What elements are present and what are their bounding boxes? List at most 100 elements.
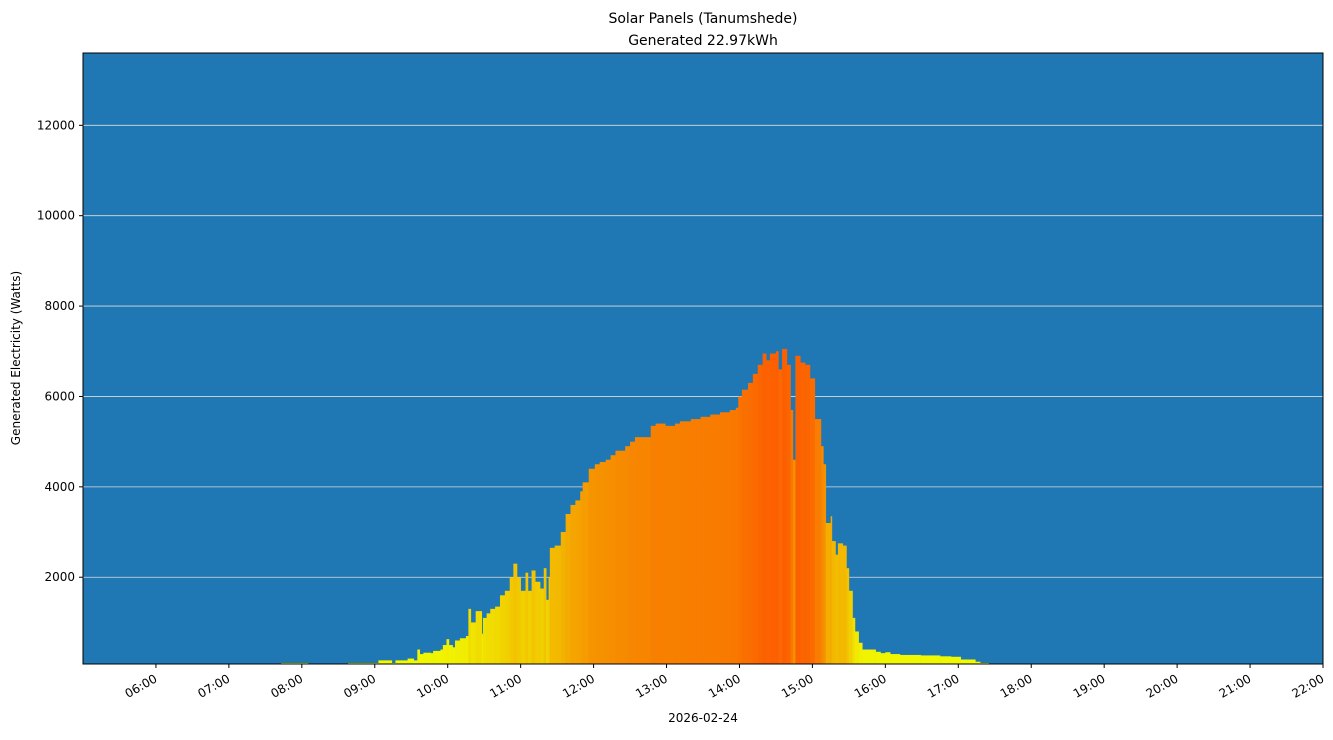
bar (517, 577, 521, 664)
bar (455, 640, 461, 664)
bar (645, 437, 652, 664)
bar (575, 500, 581, 664)
bar (846, 568, 850, 664)
bar (790, 410, 794, 664)
y-tick-label: 2000 (44, 570, 75, 584)
bar (588, 468, 596, 664)
bar (729, 410, 737, 664)
x-tick-label: 22:00 (1290, 671, 1327, 700)
x-tick-label: 07:00 (195, 671, 232, 700)
bar (823, 464, 827, 664)
bar (407, 658, 414, 664)
bar (795, 355, 801, 664)
bar (825, 523, 831, 664)
bar (778, 369, 783, 664)
x-tick-label: 17:00 (925, 671, 962, 700)
bar (378, 660, 393, 664)
bar (775, 351, 779, 664)
bar (490, 608, 496, 664)
bar (837, 543, 844, 664)
x-tick-label: 14:00 (706, 671, 743, 700)
chart-subtitle: Generated 22.97kWh (628, 33, 778, 49)
x-axis-label: 2026-02-24 (668, 711, 738, 725)
bar (535, 581, 541, 664)
bar (920, 655, 941, 664)
bar (470, 622, 476, 664)
bar (690, 419, 701, 664)
bar (831, 541, 836, 664)
bar (465, 635, 469, 664)
y-tick-label: 4000 (44, 480, 75, 494)
y-tick-label: 8000 (44, 299, 75, 313)
bar (880, 653, 886, 664)
bar (854, 631, 859, 664)
bar (582, 482, 590, 664)
x-tick-label: 08:00 (268, 671, 305, 700)
bar (700, 416, 711, 664)
bar (520, 590, 526, 664)
bar (842, 545, 847, 664)
bar (960, 659, 976, 664)
bar (951, 656, 962, 664)
bar (800, 362, 806, 664)
x-tick-label: 13:00 (633, 671, 670, 700)
bar (848, 590, 853, 664)
bar (605, 459, 611, 664)
bar (546, 599, 549, 664)
bar (852, 617, 856, 664)
bar (482, 617, 487, 664)
bar (710, 414, 721, 664)
bar (423, 652, 431, 664)
bar (395, 660, 408, 664)
x-tick-label: 16:00 (852, 671, 889, 700)
bar (594, 464, 600, 664)
x-tick-label: 15:00 (779, 671, 816, 700)
bar (580, 491, 583, 664)
bar (630, 441, 636, 664)
bar (615, 450, 626, 664)
x-tick-label: 10:00 (414, 671, 451, 700)
bar (570, 504, 576, 664)
bar (805, 364, 811, 664)
bar (446, 639, 450, 664)
bar (554, 545, 562, 664)
bar (468, 608, 472, 664)
bar (634, 437, 647, 664)
x-tick-label: 21:00 (1217, 671, 1254, 700)
bar (509, 577, 514, 664)
bar (752, 373, 759, 664)
bar (442, 645, 447, 664)
bar (610, 455, 616, 664)
bar (452, 647, 456, 664)
bar (440, 649, 444, 664)
bar (499, 595, 506, 664)
bar (890, 654, 901, 664)
bar (875, 651, 881, 664)
y-tick-label: 12000 (37, 118, 75, 132)
bar (495, 606, 501, 664)
bar (792, 459, 796, 664)
bar (830, 516, 833, 664)
bar (527, 590, 532, 664)
bar (504, 590, 511, 664)
x-tick-label: 19:00 (1071, 671, 1108, 700)
bar (735, 407, 739, 664)
x-tick-label: 18:00 (998, 671, 1035, 700)
bar (430, 653, 434, 664)
bar (513, 563, 518, 664)
bar (650, 425, 656, 664)
y-tick-label: 6000 (44, 389, 75, 403)
bar (858, 642, 863, 664)
bar (417, 649, 421, 664)
bar (665, 425, 676, 664)
bar (862, 649, 872, 664)
bar (548, 577, 551, 664)
x-tick-label: 20:00 (1144, 671, 1181, 700)
bar (549, 547, 555, 664)
bar (762, 353, 767, 664)
bar (486, 613, 491, 664)
bar (738, 396, 743, 664)
bar (741, 389, 749, 664)
bar (433, 650, 441, 664)
bar (835, 554, 839, 664)
